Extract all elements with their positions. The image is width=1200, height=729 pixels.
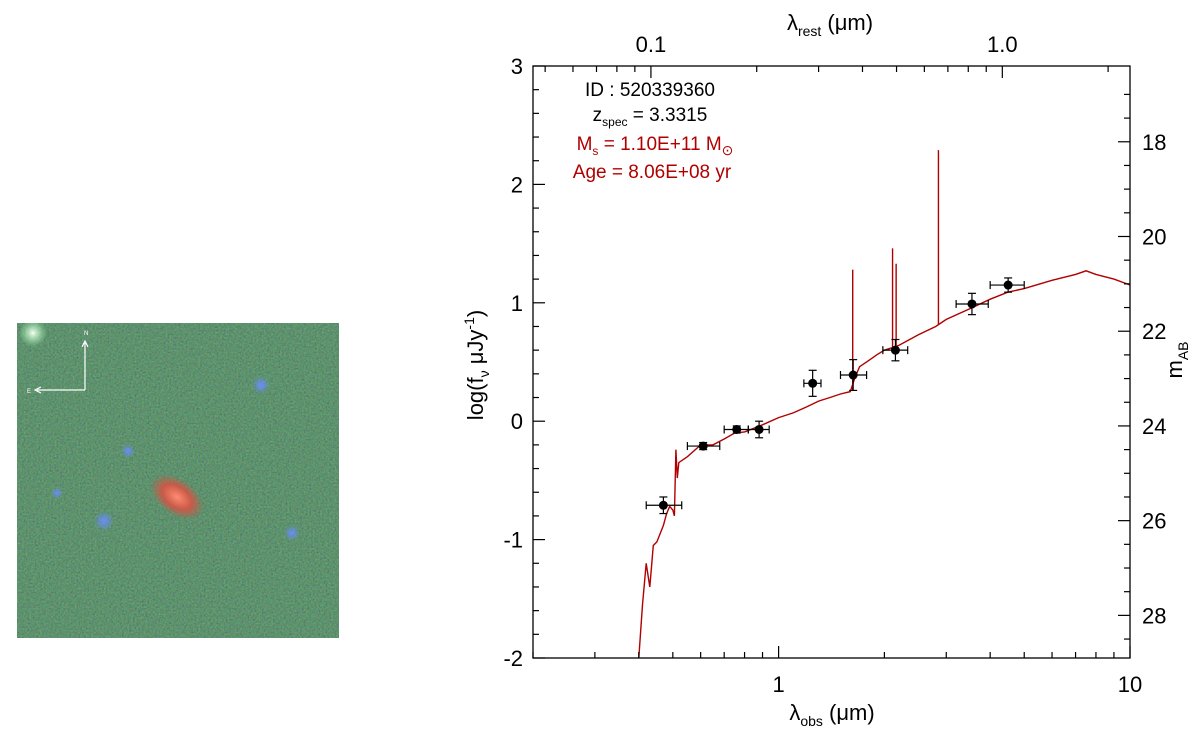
rest-unit: (μm): [821, 10, 873, 35]
right-tick-label: 20: [1142, 224, 1166, 249]
bottom-axis-label: λobs (μm): [789, 700, 874, 729]
data-point-marker: [890, 345, 900, 355]
photometry-point: [645, 496, 683, 515]
blue-source: [94, 511, 114, 531]
log-f: log(f: [463, 377, 488, 421]
unit-superscript: -1: [461, 317, 477, 330]
solar-symbol: ⊙: [722, 142, 734, 158]
compass-north-label: N: [84, 331, 88, 337]
blue-source: [121, 444, 135, 458]
left-tick-label: 0: [511, 409, 523, 434]
annotation-block: ID : 520339360 zspec = 3.3315 Ms = 1.10E…: [573, 80, 734, 183]
data-point-marker: [754, 424, 764, 434]
ticks-layer: 1 10 0.1 1.0 -2 -1 0 1 2 3 18 20 22 24 26 28: [503, 32, 1166, 697]
age-label: Age = 8.06E+08 yr: [573, 162, 732, 183]
target-galaxy: [150, 474, 204, 520]
ab-subscript: AB: [1175, 341, 1191, 360]
redshift-sub: spec: [602, 115, 627, 129]
m-symbol: m: [1162, 360, 1187, 378]
left-tick-label: 1: [511, 291, 523, 316]
bright-star: [19, 319, 47, 347]
obs-subscript: obs: [800, 713, 823, 729]
flux-unit: μJy: [463, 330, 488, 371]
compass-east-label: E: [27, 389, 31, 395]
cutout-svg: N E: [17, 319, 339, 638]
data-point-marker: [1003, 280, 1013, 290]
lambda-symbol: λ: [787, 10, 798, 35]
photometry-point: [839, 359, 868, 392]
blue-source: [252, 376, 270, 394]
bottom-tick-label: 10: [1118, 672, 1142, 697]
photometry-point: [723, 424, 749, 434]
top-tick-label: 0.1: [636, 32, 667, 57]
photometry-point: [686, 441, 721, 451]
mass-value: = 1.10E+11 M: [598, 134, 721, 155]
top-axis-label: λrest (μm): [787, 10, 873, 39]
model-continuum-line: [638, 270, 1131, 659]
right-tick-label: 24: [1142, 414, 1166, 439]
data-point-marker: [698, 441, 708, 451]
top-tick-label: 1.0: [987, 32, 1018, 57]
right-tick-label: 26: [1142, 509, 1166, 534]
data-point-marker: [732, 424, 742, 434]
data-point-marker: [848, 370, 858, 380]
right-tick-label: 28: [1142, 603, 1166, 628]
lambda-symbol: λ: [789, 700, 800, 725]
data-point-marker: [658, 500, 668, 510]
bottom-tick-label: 1: [772, 672, 784, 697]
stellar-mass-label: Ms = 1.10E+11 M⊙: [577, 134, 734, 158]
blue-source: [51, 487, 63, 499]
compass: N E: [27, 331, 89, 395]
photometry-point: [989, 277, 1025, 293]
photometry-point: [747, 420, 770, 439]
left-tick-label: 3: [511, 54, 523, 79]
photometry-point: [882, 338, 909, 362]
blue-source: [284, 525, 300, 541]
left-tick-label: -1: [503, 528, 523, 553]
left-tick-label: -2: [503, 646, 523, 671]
left-tick-label: 2: [511, 172, 523, 197]
photometry-point: [955, 292, 989, 316]
right-axis-label: mAB: [1162, 341, 1191, 378]
photometry-point: [803, 369, 822, 397]
redshift-value: = 3.3315: [628, 105, 708, 126]
redshift-label: zspec = 3.3315: [593, 105, 708, 129]
right-tick-label: 18: [1142, 130, 1166, 155]
data-point-marker: [967, 299, 977, 309]
redshift-z: z: [593, 105, 603, 126]
galaxy-cutout-image: N E: [17, 319, 339, 638]
photometry-layer: [645, 277, 1025, 515]
plot-frame: [532, 65, 1131, 659]
mass-m: M: [577, 134, 593, 155]
left-axis-label: log(fν μJy-1): [461, 310, 492, 420]
data-point-marker: [808, 378, 818, 388]
mass-sub: s: [592, 144, 598, 158]
close-paren: ): [463, 310, 488, 317]
right-tick-label: 22: [1142, 319, 1166, 344]
object-id-label: ID : 520339360: [585, 80, 715, 101]
obs-unit: (μm): [823, 700, 875, 725]
model-spectrum-layer: [638, 150, 1131, 659]
rest-subscript: rest: [798, 23, 821, 39]
nu-subscript: ν: [476, 370, 492, 377]
